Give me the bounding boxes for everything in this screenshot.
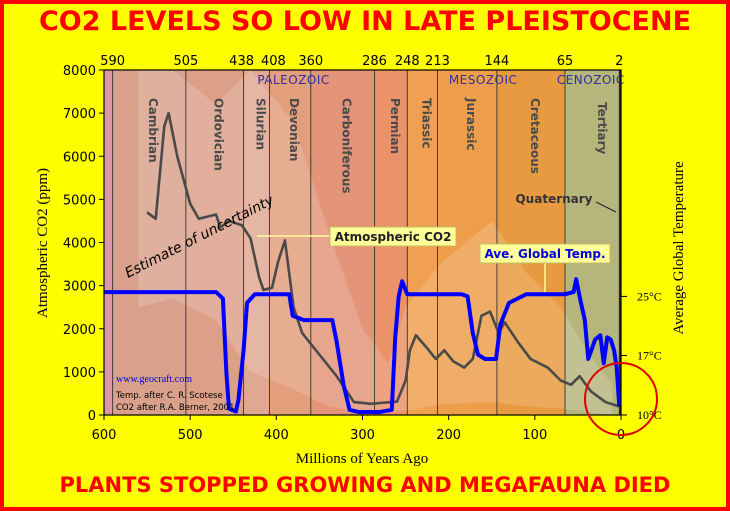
- y-tick-7000: 7000: [63, 107, 96, 122]
- series-line-temperature: [104, 277, 622, 414]
- temp-callout-box: [479, 243, 611, 264]
- boundary-tick-438: 438: [229, 54, 254, 69]
- period-label-jurassic: Jurassic: [464, 97, 478, 151]
- era-label-paleozoic: PALEOZOIC: [257, 73, 329, 87]
- y-tick-8000: 8000: [63, 64, 96, 79]
- credit-temp: Temp. after C. R. Scotese: [115, 391, 223, 401]
- era-labels: PALEOZOIC MESOZOIC CENOZOIC: [257, 73, 625, 87]
- period-band-cambrian: [112, 70, 186, 415]
- period-label-ordovician: Ordovician: [212, 98, 226, 171]
- headline-bottom: PLANTS STOPPED GROWING AND MEGAFAUNA DIE…: [59, 473, 671, 497]
- co2-callout-label: Atmospheric CO2: [335, 230, 452, 244]
- period-band-quaternary: [619, 70, 621, 415]
- period-label-permian: Permian: [388, 98, 402, 154]
- credit-co2: CO2 after R.A. Berner, 2001: [116, 403, 234, 413]
- boundary-tick-360: 360: [298, 54, 323, 69]
- period-band-precambrian: [104, 70, 113, 415]
- period-label-tertiary: Tertiary: [595, 102, 609, 155]
- boundary-tick-213: 213: [425, 54, 450, 69]
- y-tick-2000: 2000: [63, 323, 96, 338]
- x-tick-500: 500: [178, 428, 203, 443]
- period-label-silurian: Silurian: [254, 98, 268, 150]
- axes: 0 1000 2000 3000 4000 5000 6000 7000 8000 600 500 4…: [63, 64, 662, 443]
- credit-site: www.geocraft.com: [116, 374, 192, 385]
- y2-axis-label: Average Global Temperature: [671, 161, 687, 335]
- y-tick-5000: 5000: [63, 193, 96, 208]
- era-label-mesozoic: MESOZOIC: [449, 73, 518, 87]
- period-label-carboniferous: Carboniferous: [340, 98, 354, 194]
- quaternary-pointer: [595, 201, 617, 213]
- temp-tick-label: 25°C: [637, 289, 662, 303]
- boundary-tick-590: 590: [100, 54, 125, 69]
- x-tick-100: 100: [522, 428, 547, 443]
- boundary-tick-408: 408: [261, 54, 286, 69]
- co2-callout-box: [329, 226, 457, 247]
- chart-background-layer: [104, 70, 621, 415]
- boundary-tick-65: 65: [557, 54, 574, 69]
- x-tick-600: 600: [92, 428, 117, 443]
- data-series: [104, 111, 622, 414]
- x-axis-label: Millions of Years Ago: [296, 451, 429, 467]
- uncertainty-envelope: [138, 70, 613, 415]
- period-labels: Cambrian Ordovician Silurian Devonian Carbon…: [146, 97, 609, 194]
- temp-callout-label: Ave. Global Temp.: [484, 247, 605, 261]
- y-tick-6000: 6000: [63, 150, 96, 165]
- boundary-tick-144: 144: [485, 54, 510, 69]
- period-band-tertiary: [564, 70, 620, 415]
- present-day-highlight-circle: [584, 362, 658, 436]
- x-tick-300: 300: [350, 428, 375, 443]
- boundary-tick-248: 248: [395, 54, 420, 69]
- period-label-cretaceous: Cretaceous: [528, 98, 542, 174]
- headline-top: CO2 LEVELS SO LOW IN LATE PLEISTOCENE: [38, 6, 692, 37]
- boundary-tick-505: 505: [173, 54, 198, 69]
- y-axis-label: Atmospheric CO2 (ppm): [35, 168, 51, 318]
- x-tick-200: 200: [436, 428, 461, 443]
- era-label-cenozoic: CENOZOIC: [557, 73, 625, 87]
- temp-tick-label: 17°C: [637, 348, 662, 362]
- series-line-co2: [146, 111, 620, 408]
- y-tick-1000: 1000: [63, 366, 96, 381]
- x-tick-400: 400: [264, 428, 289, 443]
- period-label-cambrian: Cambrian: [146, 98, 160, 163]
- period-label-devonian: Devonian: [287, 98, 301, 161]
- period-band-silurian: [243, 70, 270, 415]
- y-tick-4000: 4000: [63, 237, 96, 252]
- period-label-triassic: Triassic: [419, 98, 433, 149]
- period-boundary-tick-labels: 590 505 438 408 360 286 248 213 144 65 2: [100, 54, 623, 69]
- quaternary-label: Quaternary: [515, 192, 592, 206]
- y-tick-0: 0: [88, 409, 96, 424]
- period-band-devonian: [269, 70, 311, 415]
- period-band-ordovician: [185, 70, 244, 415]
- boundary-tick-286: 286: [362, 54, 387, 69]
- boundary-tick-2: 2: [615, 54, 623, 69]
- y-tick-3000: 3000: [63, 280, 96, 295]
